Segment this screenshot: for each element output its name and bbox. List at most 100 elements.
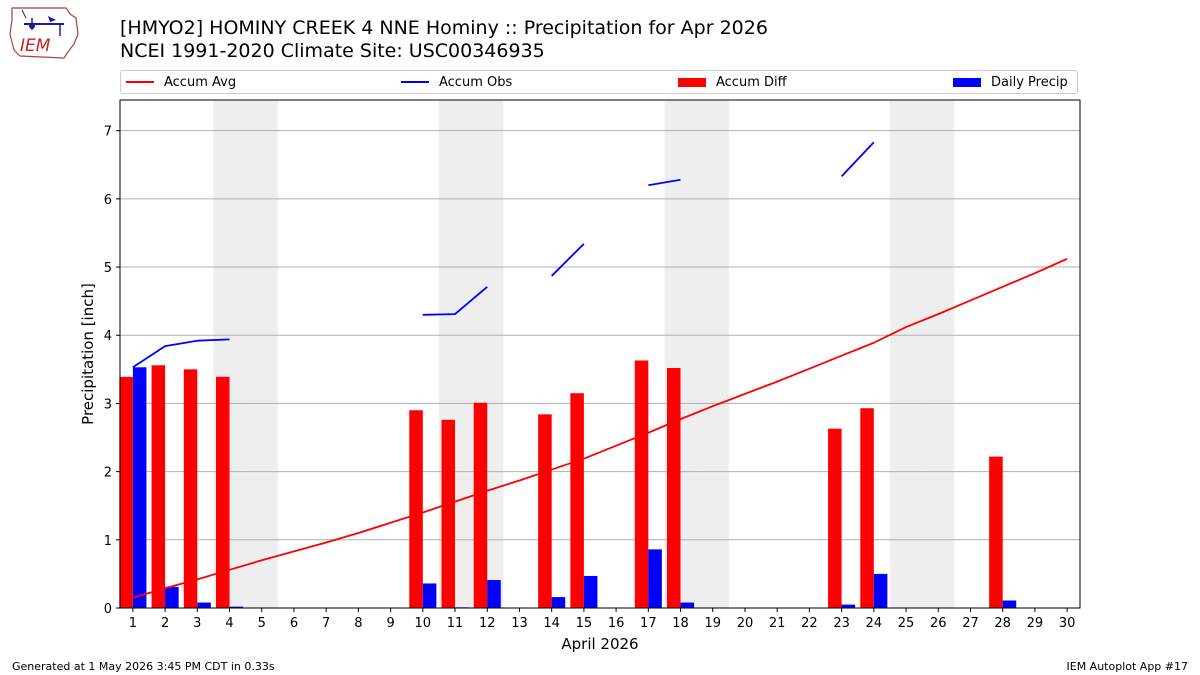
x-tick-label-9: 9 <box>386 616 394 631</box>
logo-text: IEM <box>20 36 51 56</box>
x-tick-label-1: 1 <box>129 616 137 631</box>
bar-daily-precip-14 <box>551 597 566 608</box>
bar-daily-precip-23 <box>841 604 856 608</box>
x-tick-label-25: 25 <box>898 616 915 631</box>
y-axis-label: Precipitation [inch] <box>79 283 97 425</box>
x-tick-label-20: 20 <box>737 616 754 631</box>
x-tick-label-17: 17 <box>640 616 657 631</box>
legend-label-accum-avg: Accum Avg <box>164 74 237 90</box>
x-tick-label-28: 28 <box>994 616 1011 631</box>
bar-accum-diff-2 <box>151 365 166 608</box>
legend-label-accum-diff: Accum Diff <box>716 74 787 90</box>
legend-item-accum-obs: Accum Obs <box>401 74 512 90</box>
bars <box>119 360 1017 609</box>
weekend-band-25 <box>889 100 923 608</box>
x-tick-label-29: 29 <box>1027 616 1044 631</box>
bar-daily-precip-12 <box>487 580 501 608</box>
x-tick-label-19: 19 <box>704 616 721 631</box>
legend-label-accum-obs: Accum Obs <box>439 74 513 90</box>
x-tick-label-6: 6 <box>290 616 298 631</box>
x-tick-label-15: 15 <box>576 616 593 631</box>
bar-accum-diff-23 <box>828 428 842 608</box>
legend-swatch-accum-avg <box>126 81 154 83</box>
iem-logo: IEM <box>6 4 82 60</box>
weekend-band-5 <box>245 100 278 608</box>
lines <box>132 141 1068 599</box>
x-tick-label-22: 22 <box>801 616 818 631</box>
bar-daily-precip-1 <box>132 367 147 608</box>
x-tick-label-7: 7 <box>322 616 330 631</box>
bar-accum-diff-18 <box>667 367 681 608</box>
bar-accum-diff-17 <box>634 360 649 608</box>
bar-accum-diff-10 <box>409 410 423 608</box>
bar-accum-diff-1 <box>119 376 133 608</box>
weekend-band-26 <box>922 100 955 608</box>
x-tick-label-16: 16 <box>608 616 625 631</box>
weekend-band-19 <box>696 100 729 608</box>
y-tick-label-7: 7 <box>104 125 112 140</box>
chart-subtitle: NCEI 1991-2020 Climate Site: USC00346935 <box>120 40 545 62</box>
bar-accum-diff-12 <box>473 402 488 608</box>
bar-daily-precip-24 <box>873 573 888 608</box>
x-tick-label-2: 2 <box>161 616 169 631</box>
legend: Accum Avg Accum Obs Accum Diff Daily Pre… <box>120 70 1078 94</box>
legend-swatch-daily-precip <box>953 77 981 87</box>
x-tick-label-23: 23 <box>833 616 850 631</box>
x-tick-label-24: 24 <box>866 616 883 631</box>
legend-label-daily-precip: Daily Precip <box>991 74 1068 90</box>
bar-daily-precip-2 <box>165 586 179 608</box>
bar-accum-diff-15 <box>570 393 584 608</box>
y-tick-label-3: 3 <box>104 397 112 412</box>
bar-daily-precip-10 <box>422 583 437 608</box>
line-accum-obs-segment-4 <box>840 141 875 177</box>
x-tick-label-21: 21 <box>769 616 786 631</box>
x-tick-label-26: 26 <box>930 616 947 631</box>
legend-swatch-accum-obs <box>401 81 429 83</box>
footer-generated: Generated at 1 May 2026 3:45 PM CDT in 0… <box>12 660 275 673</box>
x-tick-label-8: 8 <box>354 616 362 631</box>
x-tick-label-3: 3 <box>193 616 201 631</box>
y-tick-label-2: 2 <box>104 466 112 481</box>
legend-item-accum-avg: Accum Avg <box>126 74 236 90</box>
bar-accum-diff-24 <box>860 408 874 608</box>
bar-daily-precip-3 <box>197 602 211 608</box>
y-tick-label-6: 6 <box>104 193 112 208</box>
bar-accum-diff-28 <box>989 456 1003 608</box>
legend-swatch-accum-diff <box>678 77 706 87</box>
x-axis-label: April 2026 <box>561 635 638 653</box>
bar-accum-diff-14 <box>538 414 552 608</box>
legend-item-daily-precip: Daily Precip <box>953 74 1068 90</box>
line-accum-obs-segment-3 <box>648 178 681 187</box>
x-tick-label-11: 11 <box>447 616 464 631</box>
footer-app-id: IEM Autoplot App #17 <box>1066 660 1189 673</box>
x-tick-label-12: 12 <box>479 616 496 631</box>
bar-accum-diff-3 <box>183 369 198 608</box>
bar-daily-precip-18 <box>680 602 695 608</box>
line-accum-obs-segment-0 <box>132 338 230 369</box>
y-tick-label-1: 1 <box>104 534 112 549</box>
bar-accum-diff-11 <box>441 419 456 608</box>
y-tick-label-0: 0 <box>104 602 112 617</box>
x-tick-label-27: 27 <box>962 616 979 631</box>
x-tick-label-14: 14 <box>543 616 560 631</box>
bar-accum-diff-4 <box>216 376 230 608</box>
bar-daily-precip-17 <box>648 549 662 608</box>
x-tick-label-18: 18 <box>672 616 689 631</box>
x-tick-label-30: 30 <box>1059 616 1076 631</box>
plot-frame <box>119 99 1081 609</box>
line-accum-obs-segment-1 <box>422 286 488 316</box>
x-tick-label-13: 13 <box>511 616 528 631</box>
line-accum-avg-segment-0 <box>132 258 1068 599</box>
bar-daily-precip-28 <box>1002 600 1017 608</box>
x-tick-label-4: 4 <box>225 616 233 631</box>
x-tick-label-10: 10 <box>415 616 432 631</box>
line-accum-obs-segment-2 <box>551 243 585 277</box>
bar-daily-precip-4 <box>229 606 244 608</box>
y-tick-label-5: 5 <box>104 261 112 276</box>
y-tick-label-4: 4 <box>104 329 112 344</box>
legend-item-accum-diff: Accum Diff <box>678 74 787 90</box>
gridlines <box>120 130 1080 541</box>
bar-daily-precip-15 <box>583 575 598 608</box>
